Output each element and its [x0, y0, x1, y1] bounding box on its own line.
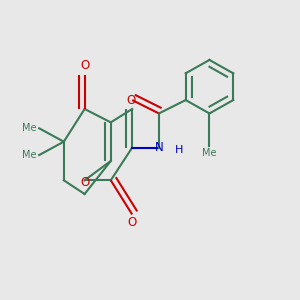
- Text: O: O: [128, 216, 137, 229]
- Text: Me: Me: [202, 148, 217, 158]
- Text: H: H: [175, 145, 184, 155]
- Text: N: N: [154, 141, 163, 154]
- Text: O: O: [80, 59, 89, 72]
- Text: Me: Me: [22, 123, 36, 133]
- Text: O: O: [126, 94, 135, 106]
- Text: O: O: [80, 176, 89, 189]
- Text: Me: Me: [22, 150, 36, 160]
